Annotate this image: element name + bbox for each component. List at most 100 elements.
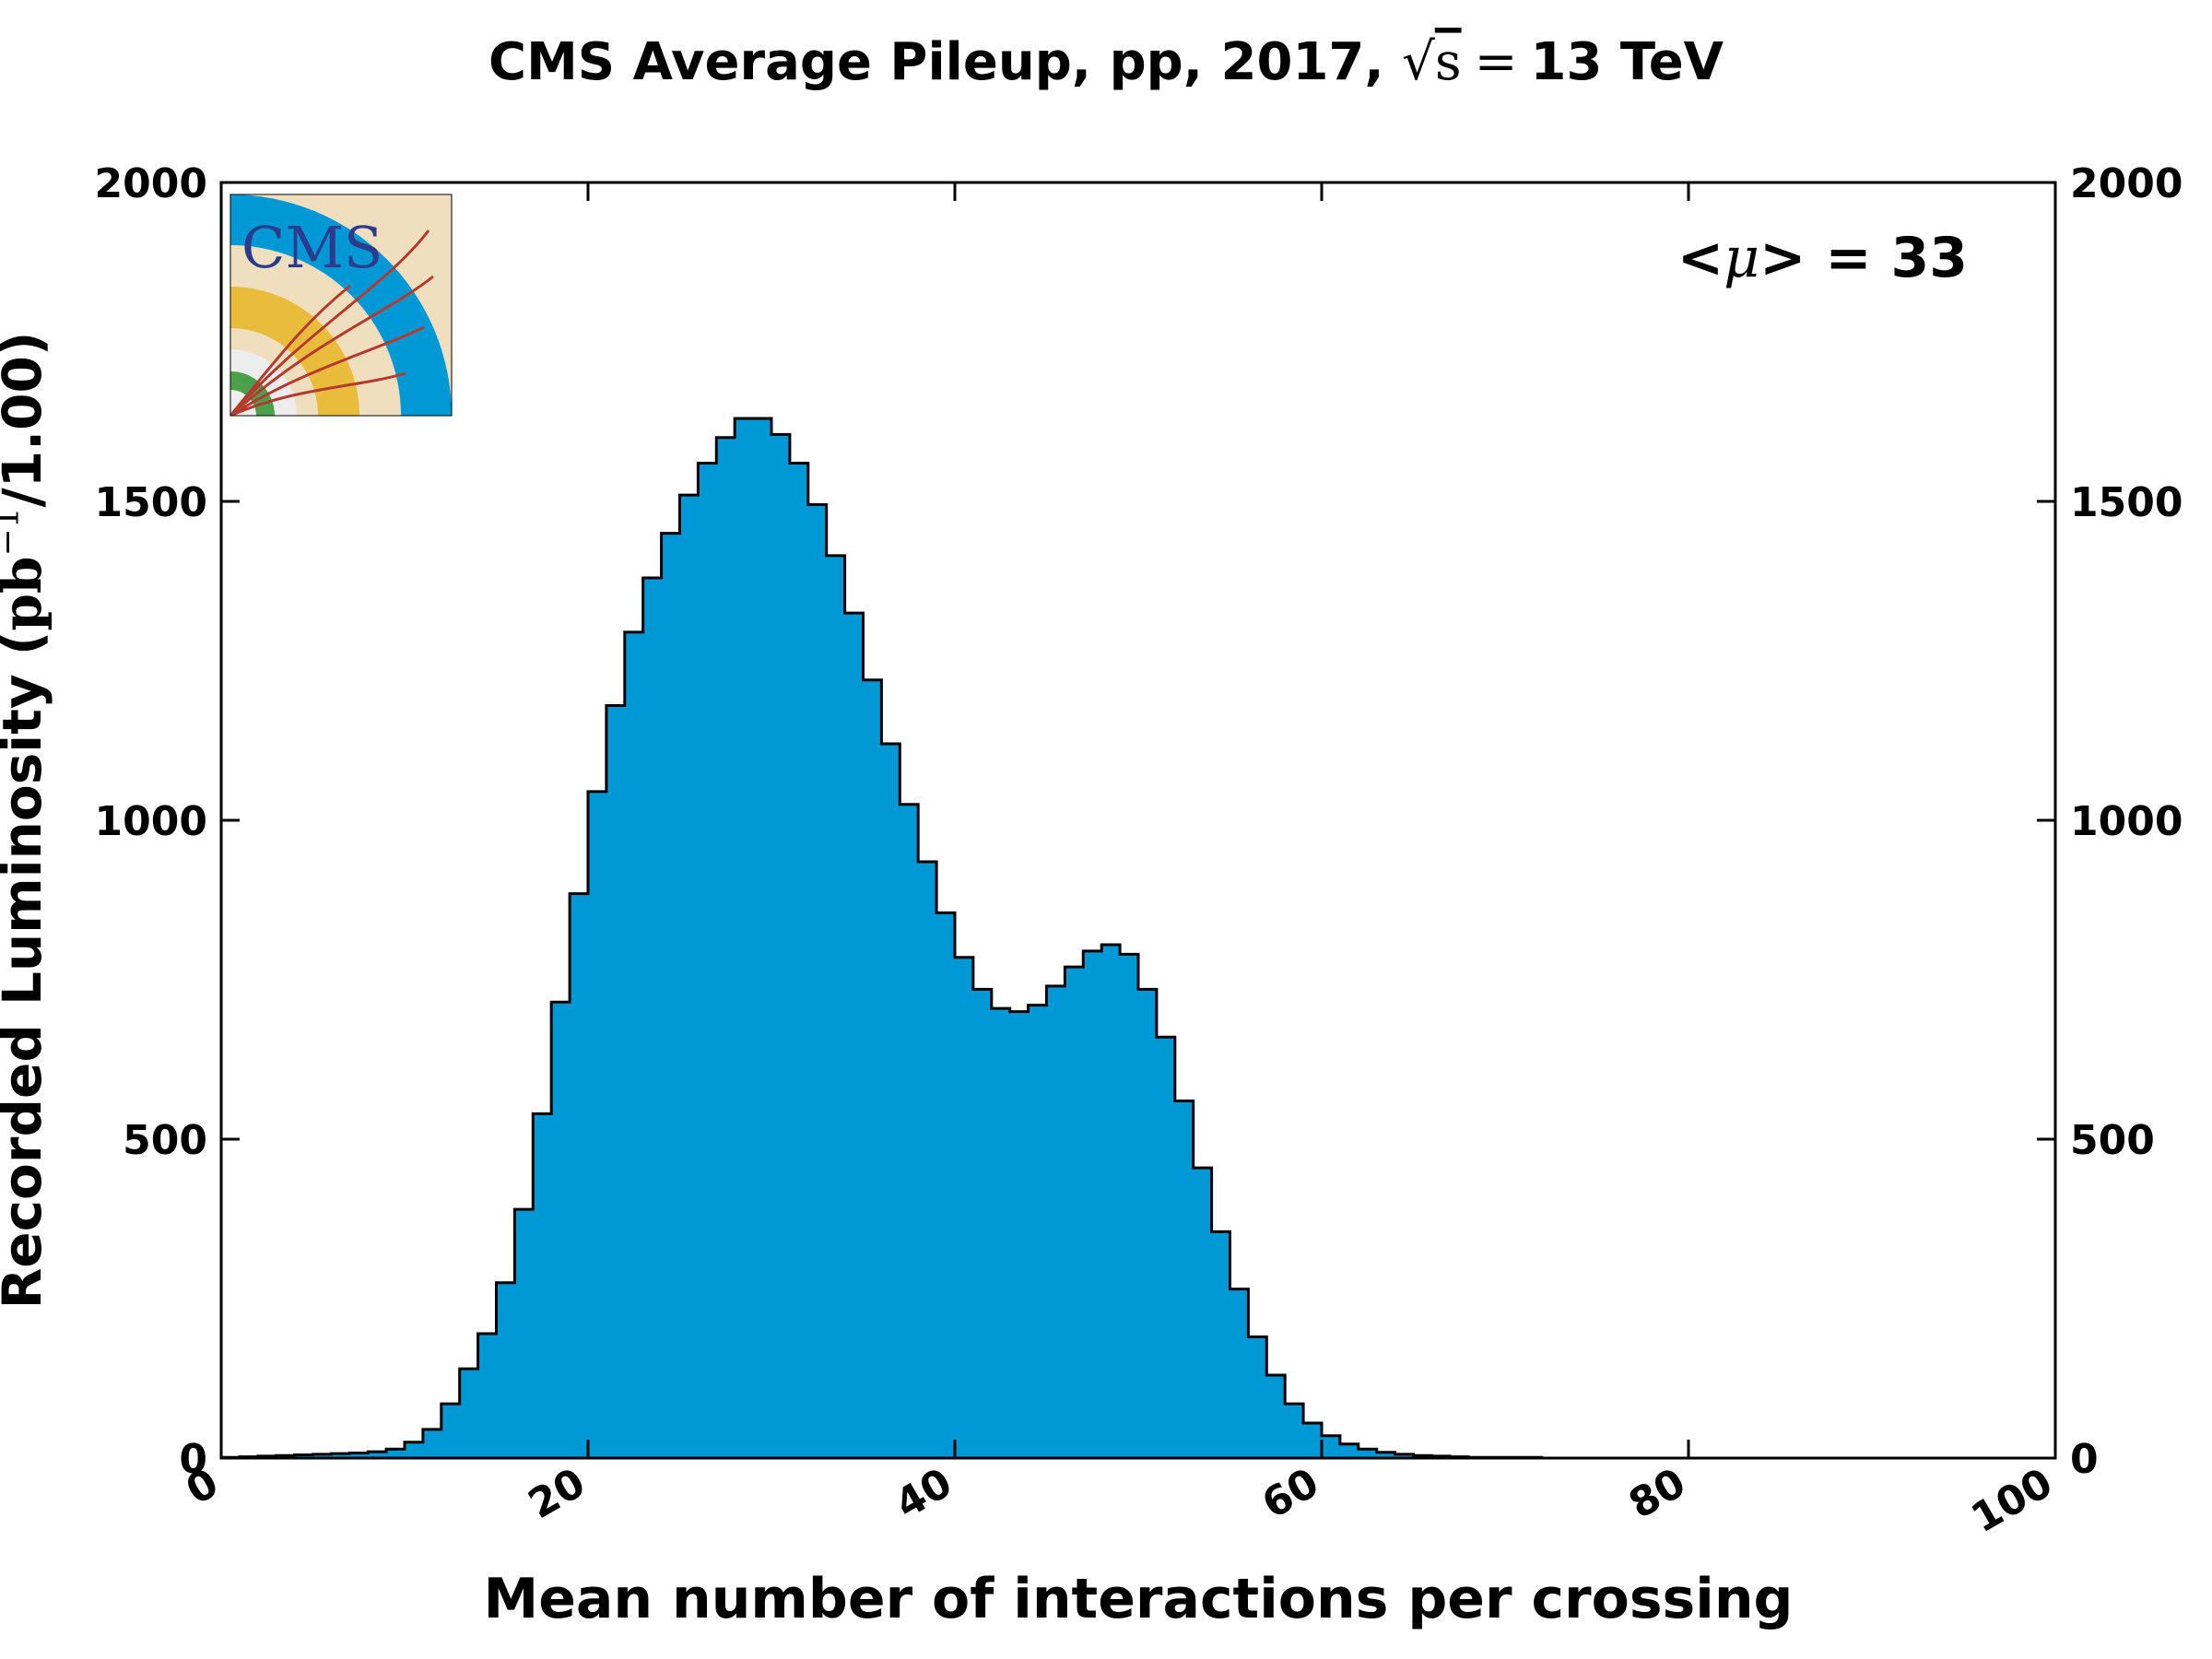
- x-tick-labels: 0 20 40 60 80 100: [178, 1459, 2060, 1542]
- histogram-bin: [789, 463, 809, 1459]
- histogram-bin: [955, 957, 974, 1458]
- y-tick-label-right: 1500: [2070, 479, 2183, 526]
- histogram-bin: [624, 631, 644, 1458]
- y-tick-label-left: 2000: [95, 160, 207, 207]
- y-tick-labels-right: 0 500 1000 1500 2000: [2070, 160, 2183, 1483]
- title-sqrt-symbol: √: [1402, 32, 1435, 92]
- histogram-bin: [1138, 989, 1158, 1458]
- x-tick-label: 60: [1254, 1459, 1327, 1528]
- y-tick-label-right: 1000: [2070, 798, 2183, 845]
- y-tick-label-left: 500: [123, 1117, 207, 1164]
- y-tick-label-left: 1000: [95, 798, 207, 845]
- title-prefix: CMS Average Pileup, pp, 2017,: [488, 32, 1402, 92]
- histogram-bin: [1394, 1453, 1415, 1458]
- histogram-bin: [1266, 1375, 1286, 1458]
- histogram-bin: [1248, 1336, 1267, 1458]
- histogram-bin: [477, 1334, 498, 1458]
- histogram-bins: [221, 418, 1543, 1459]
- histogram: [219, 417, 2055, 1460]
- histogram-bin: [1230, 1288, 1249, 1458]
- histogram-bin: [294, 1454, 314, 1458]
- histogram-bin: [1303, 1422, 1323, 1458]
- histogram-bin: [698, 463, 717, 1459]
- y-tick-labels-left: 0 500 1000 1500 2000: [95, 160, 207, 1483]
- title-sqrt-var: s: [1435, 32, 1462, 92]
- histogram-bin: [368, 1452, 387, 1458]
- cms-logo-text: CMS: [241, 214, 382, 281]
- x-tick-label: 20: [521, 1459, 594, 1528]
- histogram-bin: [349, 1453, 369, 1458]
- histogram-bin: [312, 1453, 332, 1458]
- mean-annotation: <μ> = 33: [1677, 226, 1968, 290]
- histogram-bin: [1046, 985, 1065, 1458]
- y-label-prefix: Recorded Luminosity (: [0, 631, 53, 1310]
- histogram-bin: [1009, 1011, 1030, 1458]
- histogram-bin: [533, 1113, 552, 1458]
- histogram-bin: [642, 578, 663, 1458]
- y-tick-label-left: 1500: [95, 479, 207, 526]
- histogram-bin: [570, 893, 589, 1458]
- y-axis-label: Recorded Luminosity (pb−1/1.00): [0, 332, 53, 1310]
- histogram-bin: [1322, 1435, 1341, 1458]
- axis-ticks: [219, 181, 2057, 1460]
- y-label-exponent: −1: [0, 507, 27, 556]
- chart-title: CMS Average Pileup, pp, 2017, √s = 13 TeV: [488, 32, 1724, 92]
- histogram-bin: [716, 437, 735, 1458]
- histogram-bin: [900, 804, 919, 1458]
- histogram-bin: [1156, 1037, 1176, 1458]
- histogram-bin: [1083, 950, 1102, 1458]
- histogram-bin: [863, 679, 882, 1458]
- x-tick-label: 80: [1621, 1459, 1694, 1528]
- histogram-bin: [807, 504, 828, 1459]
- histogram-bin: [844, 613, 865, 1458]
- title-suffix: 13 TeV: [1531, 32, 1724, 92]
- y-label-suffix: /1.00): [0, 332, 53, 508]
- histogram-bin: [422, 1429, 442, 1458]
- histogram-outline: [219, 417, 2055, 1460]
- y-tick-label-right: 0: [2070, 1436, 2099, 1483]
- histogram-bin: [679, 495, 699, 1458]
- histogram-bin: [991, 1008, 1011, 1458]
- histogram-bin: [606, 705, 626, 1458]
- cms-logo: CMS: [229, 194, 453, 417]
- histogram-bin: [661, 533, 681, 1458]
- histogram-bin: [826, 555, 846, 1458]
- histogram-bin: [405, 1441, 424, 1458]
- histogram-bin: [1028, 1005, 1048, 1458]
- histogram-bin: [459, 1369, 479, 1458]
- histogram-bin: [1339, 1443, 1359, 1458]
- histogram-bin: [588, 791, 607, 1458]
- x-tick-label: 40: [888, 1459, 960, 1528]
- histogram-bin: [1174, 1100, 1194, 1458]
- histogram-bin: [881, 743, 900, 1458]
- histogram-bin: [514, 1209, 534, 1458]
- histogram-bin: [386, 1449, 406, 1458]
- histogram-bin: [1101, 944, 1121, 1458]
- histogram-bin: [1358, 1449, 1378, 1458]
- y-tick-label-right: 500: [2070, 1117, 2155, 1164]
- title-equals: =: [1475, 32, 1518, 92]
- mean-prefix: <: [1677, 226, 1724, 290]
- histogram-bin: [331, 1453, 350, 1458]
- histogram-bin: [441, 1404, 461, 1458]
- x-axis-label: Mean number of interactions per crossing: [483, 1567, 1793, 1631]
- histogram-bin: [972, 989, 993, 1458]
- histogram-bin: [735, 418, 754, 1458]
- histogram-bin: [1120, 954, 1139, 1458]
- y-tick-label-right: 2000: [2070, 160, 2183, 207]
- histogram-bin: [496, 1282, 515, 1458]
- histogram-bin: [918, 861, 937, 1458]
- histogram-bin: [1211, 1231, 1231, 1458]
- histogram-bin: [1193, 1168, 1213, 1458]
- histogram-bin: [1065, 967, 1084, 1458]
- y-label-unit: pb: [0, 557, 53, 631]
- mean-suffix: > = 33: [1759, 226, 1968, 290]
- histogram-bin: [551, 1002, 571, 1458]
- histogram-bin: [771, 434, 791, 1459]
- x-tick-label: 100: [1963, 1459, 2060, 1542]
- y-tick-label-left: 0: [179, 1436, 207, 1483]
- histogram-bin: [753, 418, 772, 1458]
- histogram-bin: [1285, 1404, 1304, 1458]
- histogram-bin: [1376, 1452, 1396, 1458]
